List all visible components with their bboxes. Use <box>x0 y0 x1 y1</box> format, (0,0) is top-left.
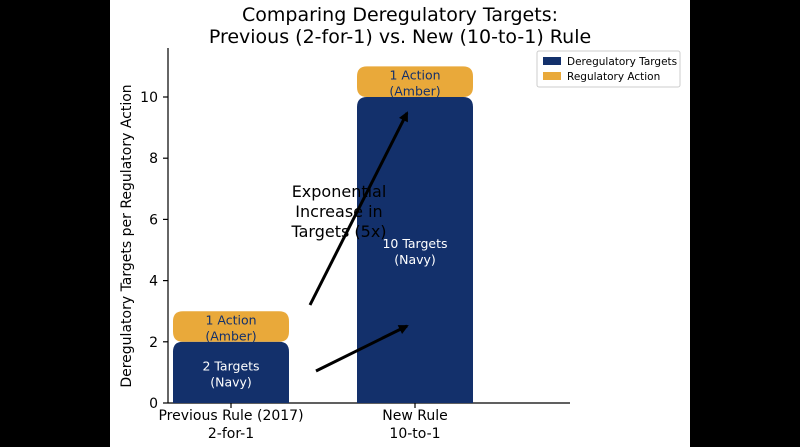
y-tick-label: 6 <box>149 212 158 228</box>
y-tick-label: 2 <box>149 335 158 351</box>
y-tick-label: 8 <box>149 151 158 167</box>
bar-regulatory-action <box>173 311 289 342</box>
y-tick-label: 10 <box>140 90 158 106</box>
chart-title-line2: Previous (2-for-1) vs. New (10-to-1) Rul… <box>209 26 591 48</box>
x-tick-label: 10-to-1 <box>389 426 440 442</box>
bar-value-label: 10 Targets <box>382 236 447 251</box>
bar-regulatory-action <box>357 66 473 97</box>
bar-value-label: (Amber) <box>389 84 440 99</box>
legend: Deregulatory Targets Regulatory Action <box>536 50 681 88</box>
bar-value-label: 2 Targets <box>202 358 259 373</box>
chart-title-line1: Comparing Deregulatory Targets: <box>242 4 558 26</box>
bar-deregulatory-targets <box>173 341 289 403</box>
y-tick-label: 4 <box>149 274 158 290</box>
y-tick-label: 0 <box>149 396 158 412</box>
annotation-line3: Targets (5x) <box>290 222 386 241</box>
annotation-line2: Increase in <box>295 202 382 221</box>
bar-value-label: 1 Action <box>389 68 440 83</box>
legend-label-deregulatory-targets: Deregulatory Targets <box>567 56 677 68</box>
arrow-to-new-rule-middle <box>315 324 409 373</box>
bar-value-label: 1 Action <box>205 313 256 328</box>
bars <box>173 66 473 403</box>
legend-label-regulatory-action: Regulatory Action <box>567 71 660 83</box>
bar-chart: Comparing Deregulatory Targets: Previous… <box>119 4 681 442</box>
annotation-arrows <box>308 111 409 373</box>
x-axis-ticks: Previous Rule (2017) 2-for-1 New Rule 10-to… <box>158 403 448 442</box>
x-tick-label: 2-for-1 <box>208 426 254 442</box>
annotation-text: Exponential Increase in Targets (5x) <box>290 182 386 241</box>
x-tick-label: New Rule <box>382 408 447 424</box>
y-axis-ticks: 0 2 4 6 8 10 <box>140 90 168 412</box>
annotation-line1: Exponential <box>292 182 387 201</box>
bar-labels: 2 Targets(Navy)1 Action(Amber)10 Targets… <box>202 68 447 390</box>
legend-swatch-deregulatory-targets <box>543 57 561 65</box>
arrow-to-new-rule-top <box>308 111 409 306</box>
x-tick-label: Previous Rule (2017) <box>158 408 303 424</box>
bar-value-label: (Navy) <box>210 374 252 389</box>
bar-deregulatory-targets <box>357 97 473 403</box>
chart-canvas: Comparing Deregulatory Targets: Previous… <box>110 0 690 447</box>
bar-value-label: (Amber) <box>205 329 256 344</box>
legend-swatch-regulatory-action <box>543 72 561 80</box>
bar-value-label: (Navy) <box>394 252 436 267</box>
y-axis-label: Deregulatory Targets per Regulatory Acti… <box>119 84 135 387</box>
legend-frame <box>536 50 681 88</box>
